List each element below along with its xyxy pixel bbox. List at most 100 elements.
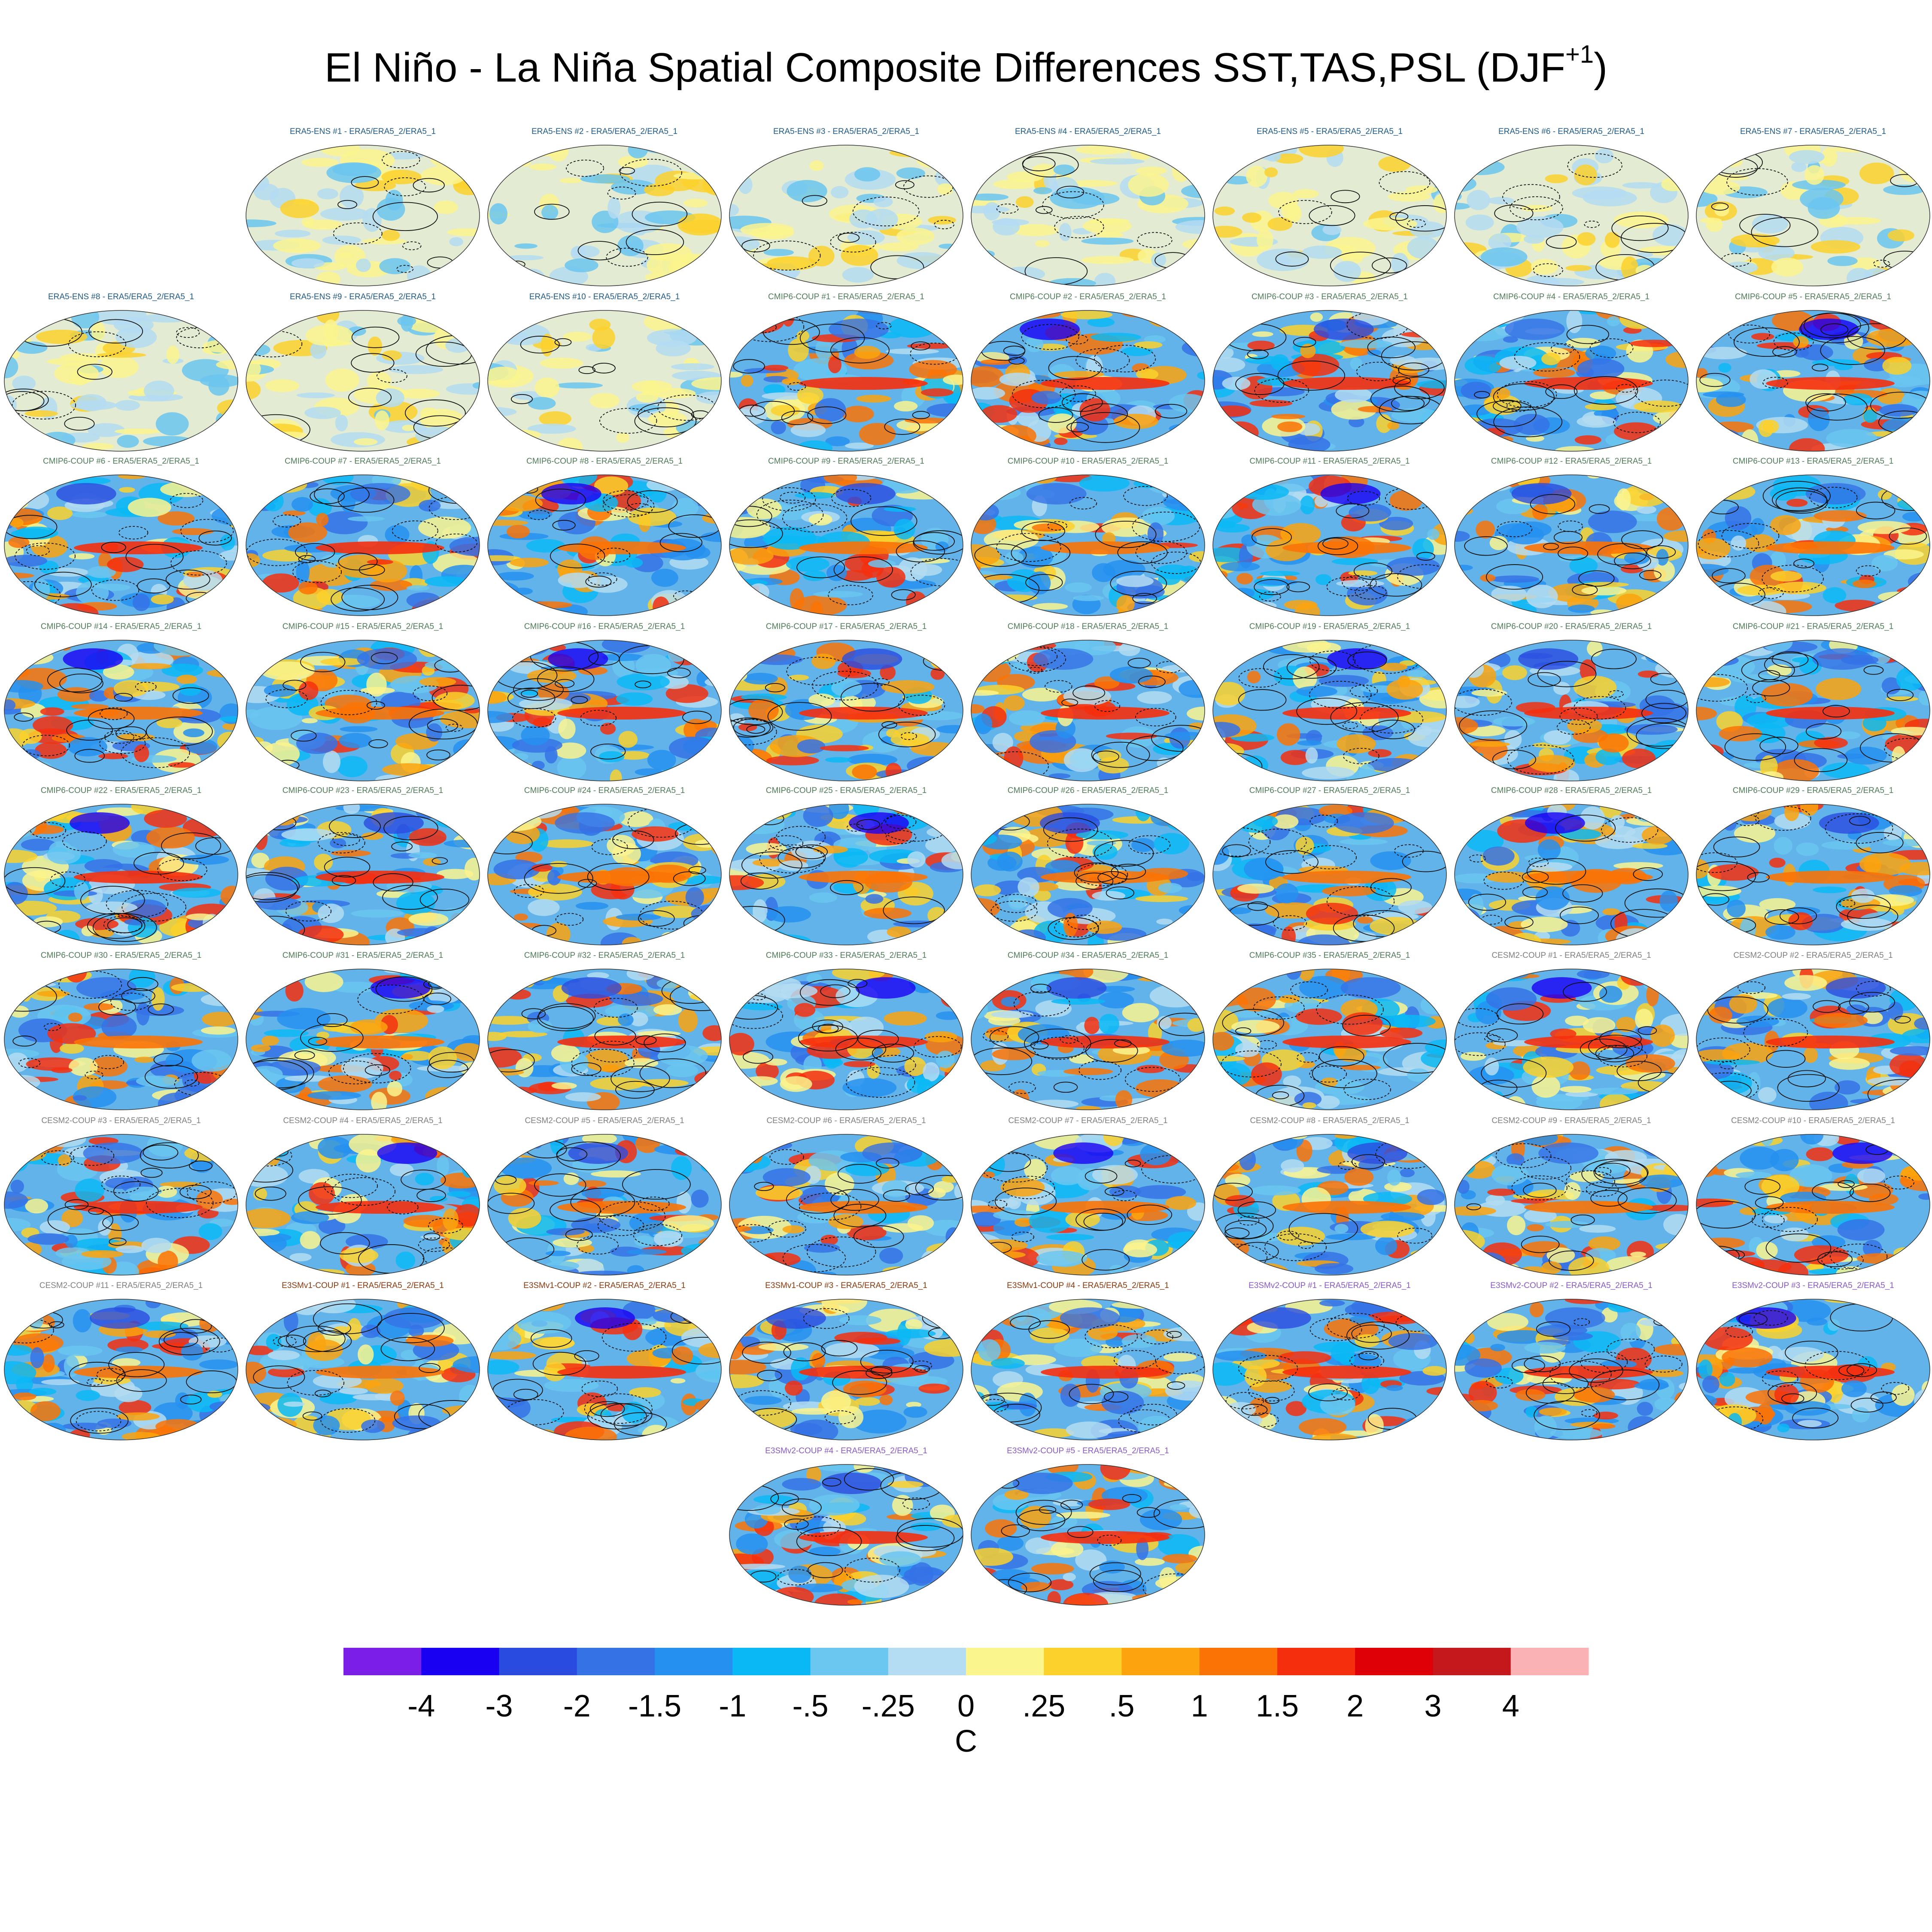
anomaly-patch [809,892,838,903]
anomaly-patch [1465,214,1494,231]
anomaly-patch [1653,560,1675,582]
psl-contour [513,678,564,701]
panel-title: ERA5-ENS #2 - ERA5/ERA5_2/ERA5_1 [532,127,677,136]
psl-contour [729,699,783,725]
psl-contour [127,977,158,991]
anomaly-patch [1213,804,1252,817]
psl-contour [1110,571,1167,596]
anomaly-patch [141,1238,172,1253]
anomaly-patch [1672,484,1688,495]
psl-contour [1069,497,1097,510]
anomaly-patch [444,1258,459,1266]
anomaly-patch [1358,406,1392,413]
psl-contour [292,561,342,583]
equatorial-pacific-anomaly [74,1036,203,1048]
panel-title: CMIP6-COUP #5 - ERA5/ERA5_2/ERA5_1 [1735,292,1891,301]
anomaly-patch [71,511,107,518]
anomaly-patch [1051,998,1106,1005]
anomaly-patch [1573,676,1617,699]
anomaly-patch [1915,743,1928,765]
globe-outline [971,969,1205,1110]
anomaly-patch [806,973,822,984]
anomaly-patch [179,683,201,696]
psl-contour [1807,393,1868,421]
psl-contour [1394,377,1445,399]
anomaly-patch [1750,518,1765,535]
psl-contour [733,359,765,374]
anomaly-patch [971,999,988,1019]
anomaly-patch [664,969,678,980]
psl-contour [1372,257,1407,273]
anomaly-patch [794,1003,816,1017]
anomaly-patch [1251,1062,1282,1086]
anomaly-patch [984,529,1039,550]
anomaly-patch [907,343,954,349]
psl-contour [382,885,438,910]
anomaly-patch [1741,429,1759,451]
psl-contour [1696,1037,1750,1062]
anomaly-patch [541,205,559,220]
anomaly-patch [1167,1262,1200,1269]
psl-contour [423,1233,440,1241]
anomaly-patch [1169,423,1205,434]
psl-contour [1002,1176,1055,1200]
psl-contour [603,490,649,511]
anomaly-patch [387,1081,403,1097]
anomaly-patch [589,393,620,409]
northern-anomaly [1039,812,1100,834]
anomaly-patch [605,1004,660,1018]
anomaly-patch [463,481,477,498]
psl-contour [795,844,828,860]
anomaly-patch [198,1223,222,1240]
anomaly-patch [1696,586,1713,593]
equatorial-pacific-anomaly [557,1201,686,1214]
anomaly-patch [971,1134,1014,1144]
anomaly-patch [1213,486,1236,503]
anomaly-patch [702,176,721,196]
anomaly-patch [1339,339,1392,349]
anomaly-patch [1032,523,1063,532]
anomaly-patch [946,641,963,651]
anomaly-patch [1032,603,1068,610]
anomaly-patch [506,525,530,539]
anomaly-patch [11,528,55,539]
anomaly-patch [1455,443,1479,451]
psl-contour [817,1024,839,1033]
psl-contour [170,493,204,508]
anomaly-patch [1696,602,1726,611]
anomaly-patch [1288,436,1331,451]
psl-contour [401,1170,446,1190]
panel-title: ERA5-ENS #5 - ERA5/ERA5_2/ERA5_1 [1257,127,1403,136]
globe-outline [487,310,722,452]
northern-anomaly [364,812,424,834]
anomaly-patch [1030,475,1057,484]
anomaly-patch [1489,535,1508,550]
anomaly-patch [382,763,435,776]
anomaly-patch [708,336,721,348]
anomaly-patch [1306,902,1358,925]
anomaly-patch [488,920,517,928]
psl-contour [1696,852,1738,873]
anomaly-patch [1099,1014,1119,1034]
anomaly-patch [907,1076,928,1093]
anomaly-patch [298,581,318,595]
anomaly-patch [1585,403,1617,410]
anomaly-patch [210,477,238,495]
anomaly-patch [151,594,174,605]
psl-contour [762,319,820,345]
anomaly-patch [367,371,391,390]
anomaly-patch [1774,837,1792,855]
anomaly-patch [971,492,999,504]
anomaly-patch [1602,908,1620,915]
anomaly-patch [1625,1054,1675,1073]
anomaly-patch [1889,640,1901,645]
globe-outline [1212,640,1447,781]
anomaly-patch [1293,189,1319,199]
anomaly-patch [1904,770,1930,781]
anomaly-patch [204,971,238,991]
anomaly-patch [1018,877,1039,897]
anomaly-patch [1807,197,1840,219]
northern-anomaly [63,648,123,670]
psl-contour [786,1185,850,1214]
anomaly-patch [518,508,553,520]
